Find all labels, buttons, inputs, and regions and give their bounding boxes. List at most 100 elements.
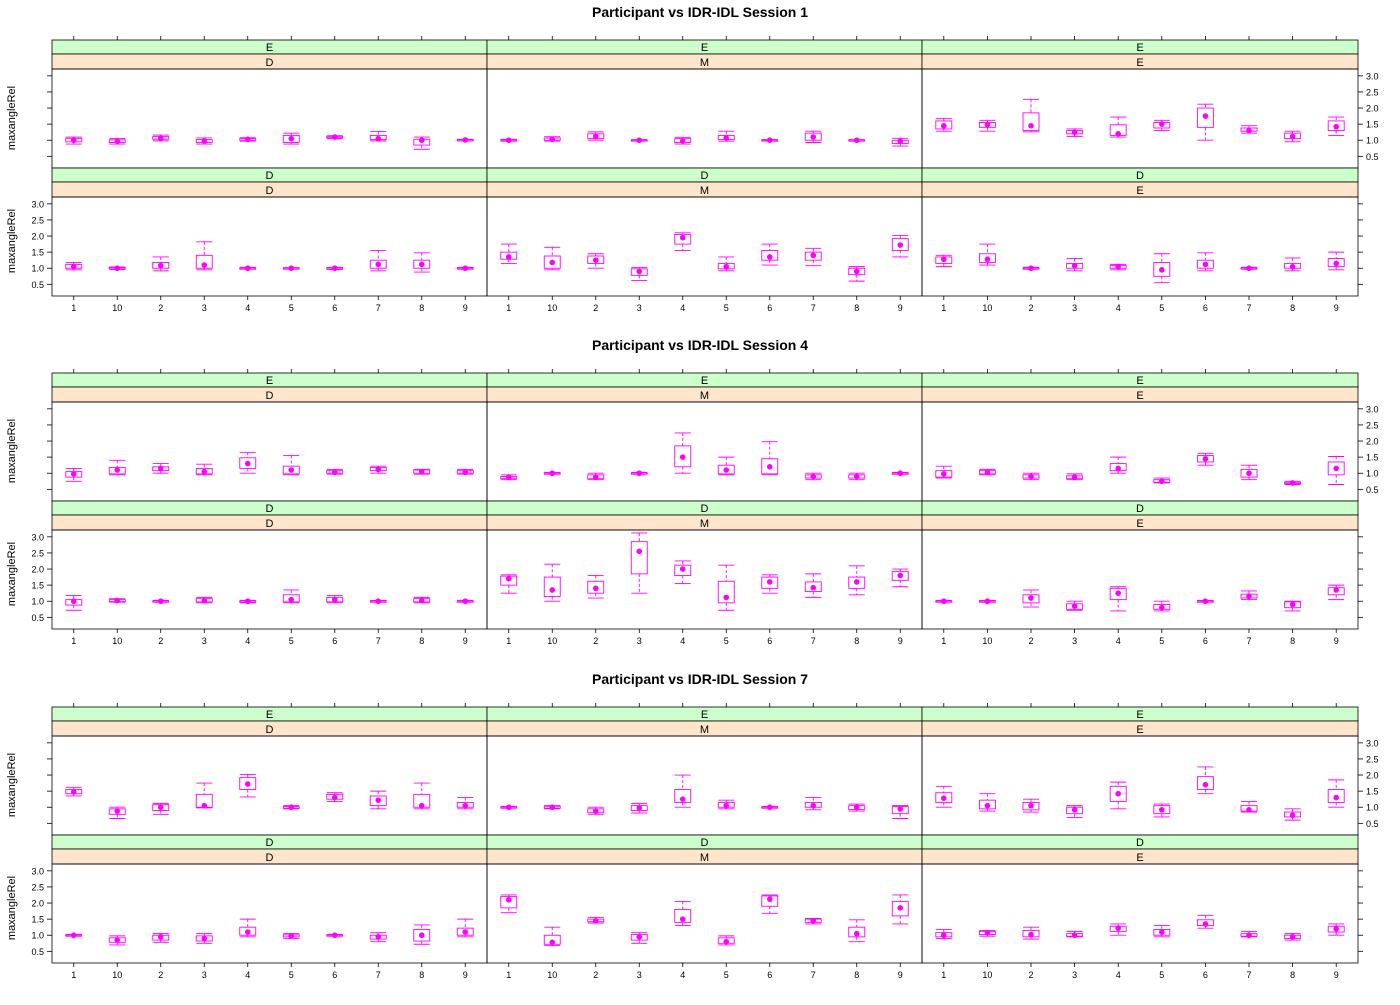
- y-axis-label: maxangleRel: [6, 542, 18, 606]
- box-7: [369, 790, 387, 810]
- median-dot: [70, 788, 77, 795]
- median-dot: [679, 566, 686, 572]
- x-tick-label: 10: [112, 303, 122, 313]
- x-tick-label: 1: [506, 303, 511, 313]
- y-tick-label: 2.5: [31, 882, 44, 892]
- box-body: [761, 458, 779, 475]
- box-4: [239, 265, 257, 272]
- box-7: [369, 465, 387, 474]
- panel-frame: [51, 401, 488, 502]
- box-8: [413, 468, 431, 475]
- panel-E-M: EM: [486, 36, 923, 169]
- x-tick-label: 10: [112, 970, 122, 980]
- median-dot: [288, 135, 295, 142]
- box-7: [369, 250, 387, 272]
- strip-inner-label: M: [700, 57, 709, 69]
- box-body: [1327, 461, 1345, 476]
- box-body: [978, 253, 996, 263]
- box-body: [413, 259, 431, 269]
- median-dot: [984, 929, 991, 936]
- x-tick-label: 6: [332, 636, 337, 646]
- x-tick-label: 5: [1159, 636, 1164, 646]
- x-tick-label: 10: [982, 636, 992, 646]
- box-body: [674, 909, 692, 923]
- box-9: [456, 265, 474, 272]
- x-tick-label: 9: [1334, 303, 1339, 313]
- x-tick-label: 6: [1203, 303, 1208, 313]
- box-body: [1022, 801, 1040, 811]
- box-2: [587, 575, 605, 599]
- median-dot: [1028, 802, 1034, 809]
- median-dot: [1159, 929, 1165, 935]
- median-dot: [723, 263, 730, 270]
- median-dot: [1202, 921, 1209, 927]
- box-body: [500, 896, 518, 909]
- box-body: [543, 255, 561, 269]
- strip-inner-label: E: [1136, 852, 1143, 864]
- median-dot: [810, 252, 817, 259]
- box-body: [761, 250, 779, 261]
- median-dot: [766, 463, 773, 470]
- box-5: [1153, 925, 1171, 938]
- x-tick-label: 2: [1028, 636, 1033, 646]
- x-tick-label: 7: [811, 970, 816, 980]
- box-6: [326, 265, 344, 272]
- box-6: [326, 594, 344, 604]
- box-8: [1284, 130, 1302, 143]
- panel-E-D: ED: [47, 703, 488, 836]
- y-tick-label: 1.5: [1366, 453, 1379, 463]
- x-tick-label: 1: [941, 636, 946, 646]
- strip-outer-label: E: [266, 375, 273, 387]
- median-dot: [549, 939, 556, 946]
- median-dot: [1159, 478, 1165, 485]
- panel-frame: [486, 735, 923, 836]
- x-tick-label: 8: [854, 970, 859, 980]
- panel-D-M: DM 1 10 2 3 4 5 6 7 8 9: [486, 500, 923, 646]
- median-dot: [853, 804, 860, 811]
- box-10: [108, 459, 126, 476]
- box-6: [1196, 914, 1214, 929]
- strip-inner-label: D: [266, 57, 274, 69]
- strip-inner-label: D: [266, 518, 274, 530]
- median-dot: [331, 932, 338, 939]
- strip-inner-label: D: [266, 852, 274, 864]
- x-tick-label: 10: [547, 636, 557, 646]
- median-dot: [418, 137, 425, 144]
- x-tick-label: 7: [811, 303, 816, 313]
- median-dot: [1246, 932, 1252, 939]
- box-9: [891, 470, 909, 477]
- median-dot: [418, 597, 425, 604]
- panel-frame: [921, 401, 1359, 502]
- x-tick-label: 8: [419, 970, 424, 980]
- panel-D-E: DE 1 10 2 3 4 5 6 7 8 9: [921, 500, 1363, 646]
- box-8: [413, 596, 431, 604]
- median-dot: [505, 254, 512, 260]
- box-10: [543, 563, 561, 602]
- box-body: [1327, 789, 1345, 803]
- x-tick-label: 5: [724, 303, 729, 313]
- session-2: Participant vs IDR-IDL Session 4 maxangle…: [6, 337, 1379, 646]
- median-dot: [636, 805, 643, 811]
- y-tick-label: 2.5: [1366, 87, 1379, 97]
- x-tick-label: 9: [463, 970, 468, 980]
- box-5: [282, 933, 300, 939]
- median-dot: [1289, 480, 1296, 486]
- strip-outer-label: D: [266, 503, 274, 515]
- box-7: [1240, 800, 1258, 813]
- box-body: [804, 581, 822, 593]
- median-dot: [766, 137, 773, 144]
- y-tick-label: 1.0: [1366, 136, 1379, 146]
- y-tick-label: 1.5: [1366, 120, 1379, 130]
- box-2: [587, 131, 605, 141]
- box-9: [1327, 779, 1345, 808]
- box-7: [804, 917, 822, 925]
- median-dot: [157, 135, 164, 142]
- y-axis-label: maxangleRel: [6, 86, 18, 150]
- x-tick-label: 3: [637, 303, 642, 313]
- median-dot: [244, 598, 251, 605]
- strip-outer-label: D: [701, 837, 709, 849]
- box-5: [1153, 477, 1171, 485]
- box-6: [761, 804, 779, 811]
- box-6: [761, 243, 779, 266]
- y-tick-label: 2.5: [1366, 754, 1379, 764]
